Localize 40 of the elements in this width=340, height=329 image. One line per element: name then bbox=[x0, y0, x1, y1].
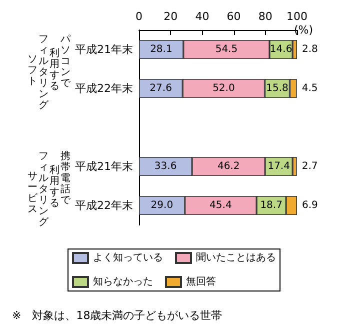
x-tick-label: 60 bbox=[226, 10, 241, 23]
x-axis-title: (%) bbox=[294, 24, 314, 36]
data-label: 54.5 bbox=[215, 44, 238, 55]
data-label: 14.6 bbox=[270, 44, 292, 55]
text: サービス bbox=[27, 171, 38, 215]
data-label: 29.0 bbox=[150, 200, 174, 211]
x-tick-label: 40 bbox=[195, 10, 210, 23]
y-tick-label: 平成22年末 bbox=[75, 199, 133, 212]
text: 利用する bbox=[49, 48, 60, 92]
data-label: 4.5 bbox=[302, 83, 318, 94]
text: ※ 対象は、18歳未満の子どもがいる世帯 bbox=[12, 308, 222, 323]
data-label: 6.9 bbox=[302, 200, 318, 211]
text: パソコンで bbox=[60, 34, 71, 89]
text: フィルタリング bbox=[38, 34, 49, 111]
data-label: 18.7 bbox=[260, 200, 282, 211]
data-label: 27.6 bbox=[150, 83, 172, 94]
data-label: 45.4 bbox=[210, 200, 232, 211]
data-label: 2.8 bbox=[302, 44, 318, 55]
y-tick-label: 平成21年末 bbox=[75, 43, 133, 56]
x-tick-label: 80 bbox=[258, 10, 272, 23]
legend-label: 無回答 bbox=[186, 276, 216, 288]
data-label: 15.8 bbox=[266, 83, 288, 94]
data-label: 46.2 bbox=[217, 161, 240, 172]
y-tick-label: 平成21年末 bbox=[75, 160, 133, 173]
text: 利用する bbox=[49, 165, 60, 209]
x-tick-label: 0 bbox=[136, 10, 142, 23]
legend-label: よく知っている bbox=[93, 252, 163, 264]
data-label: 2.7 bbox=[302, 161, 318, 172]
legend-label: 聞いたことはある bbox=[196, 252, 276, 264]
legend-label: 知らなかった bbox=[93, 276, 153, 288]
text: 携帯電話で bbox=[60, 151, 71, 206]
data-label: 33.6 bbox=[154, 161, 177, 172]
data-label: 52.0 bbox=[212, 83, 235, 94]
x-tick-label: 20 bbox=[164, 10, 178, 23]
text: ソフト bbox=[27, 54, 38, 87]
x-tick-label: 100 bbox=[286, 10, 308, 23]
data-label: 17.4 bbox=[268, 161, 290, 172]
data-label: 28.1 bbox=[150, 44, 172, 55]
text: フィルタリング bbox=[38, 151, 49, 228]
y-tick-label: 平成22年末 bbox=[75, 82, 133, 95]
